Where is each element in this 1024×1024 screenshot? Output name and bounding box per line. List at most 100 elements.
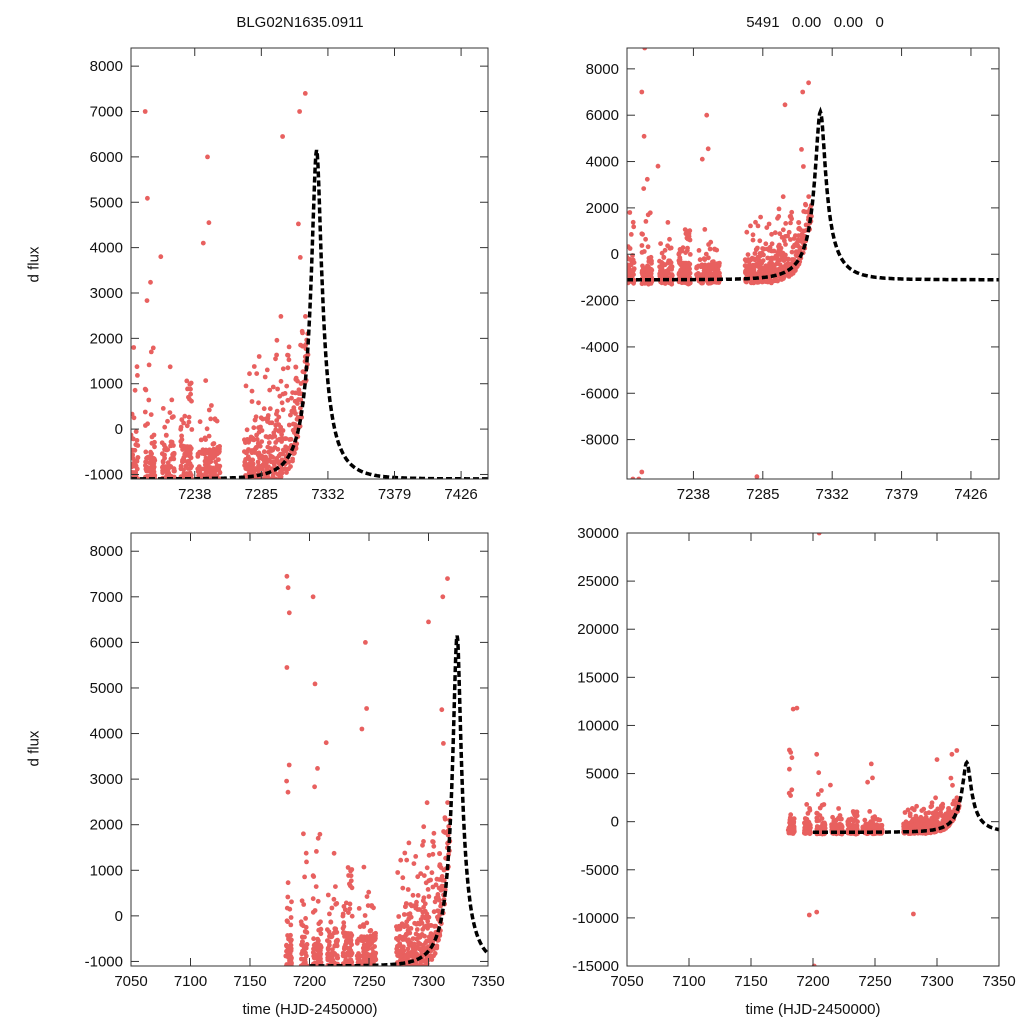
data-point [715,267,721,273]
data-point [299,328,305,334]
data-point [639,243,645,248]
data-point [438,903,443,909]
data-point [150,345,156,351]
data-point [668,260,674,265]
data-point [413,854,419,859]
data-point [323,740,329,746]
y-tick-label: 5000 [586,766,619,783]
data-point [421,904,426,910]
data-point [755,254,761,260]
data-point [269,434,275,440]
data-point [411,941,417,947]
data-point [431,830,437,836]
data-point [642,48,648,51]
data-point [285,352,290,358]
data-point [364,894,370,899]
data-point [326,939,332,945]
y-tick-label: -5000 [581,862,619,879]
data-point [371,905,376,911]
y-tick-label: 1000 [90,862,123,879]
data-point [291,451,297,456]
data-point [717,260,722,266]
data-point [948,775,954,781]
data-point [696,248,702,253]
data-point [910,817,916,823]
data-point [939,806,944,812]
data-point [365,903,371,908]
data-point [262,374,268,380]
data-point [790,706,796,712]
x-tick-label: 7350 [982,973,1015,990]
data-point [271,430,277,436]
data-point [645,244,651,250]
data-point [695,273,700,279]
data-point [167,364,173,370]
data-point [296,221,301,227]
data-point [439,707,445,713]
data-point [355,955,361,961]
data-point [148,412,154,417]
data-point [280,447,286,453]
data-point [179,433,185,439]
data-point [279,432,284,437]
data-point [429,957,435,962]
data-point [333,939,339,944]
data-point [261,406,267,412]
data-point [269,420,275,426]
data-point [748,269,754,274]
data-point [267,387,273,393]
data-point [954,748,960,753]
data-point [299,414,304,420]
data-point [661,254,667,260]
data-point [780,194,786,200]
data-point [787,214,793,219]
data-point [630,257,636,263]
data-point [773,253,779,259]
data-point [288,464,293,469]
data-point [257,443,263,449]
data-point [303,916,308,921]
data-point [186,453,192,459]
data-point [640,263,645,269]
data-point [318,926,324,932]
data-point [406,963,411,966]
data-point [347,940,353,945]
data-point [684,269,690,275]
data-point [804,829,810,835]
data-point [788,827,794,833]
data-point [311,936,316,942]
data-point [347,901,353,907]
data-point [346,910,351,915]
y-tick-label: 0 [611,246,619,263]
data-point [828,782,833,788]
data-point [287,960,293,965]
data-point [349,885,355,891]
data-point [424,865,430,871]
data-point [807,807,813,813]
data-point [284,573,290,579]
data-point [699,156,705,162]
data-point [769,241,775,247]
data-point [293,364,299,370]
data-point [187,382,193,387]
data-point [256,400,261,406]
x-tick-label: 7150 [734,973,767,990]
data-point [707,246,713,252]
data-point [286,344,292,350]
data-point [135,373,140,378]
data-point [243,461,249,467]
data-point [855,819,860,825]
data-point [348,868,353,874]
data-point [421,824,427,830]
data-point [699,262,705,268]
data-point [949,751,955,757]
data-point [251,425,257,431]
data-point [208,453,214,459]
data-point [421,873,427,878]
data-point [202,462,208,468]
x-tick-label: 7100 [174,973,207,990]
data-point [331,850,337,856]
data-point [854,813,860,819]
data-point [287,437,292,442]
data-point [787,820,792,826]
